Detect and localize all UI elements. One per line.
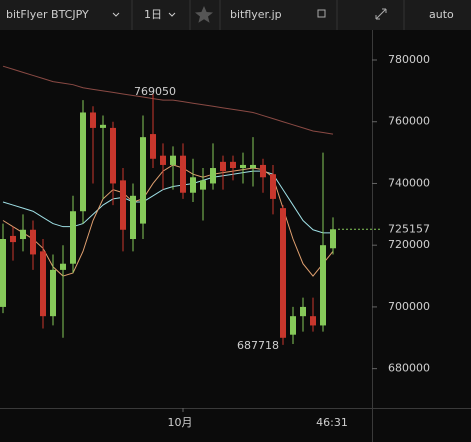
favorite-icon[interactable] (195, 6, 213, 23)
candle-body (160, 155, 166, 165)
candle-body (190, 177, 196, 193)
candle-body (10, 235, 16, 243)
candle-body (220, 161, 226, 172)
external-icon (317, 9, 326, 18)
candle-body (330, 229, 336, 249)
candle-body (310, 316, 316, 326)
symbol[interactable]: bitFlyer BTCJPY (6, 8, 89, 21)
dropdown-icon (168, 12, 176, 17)
fullscreen-icon[interactable] (375, 8, 387, 20)
candle-body (70, 211, 76, 264)
y-tick-label: 700000 (388, 300, 430, 313)
candle-body (130, 195, 136, 240)
candle-body (0, 239, 6, 307)
candle-body (170, 155, 176, 165)
y-tick-label: 780000 (388, 53, 430, 66)
moving-average (2, 164, 334, 277)
candle-body (300, 306, 306, 317)
candle-body (180, 155, 186, 193)
candle-body (80, 112, 86, 212)
candle-body (100, 124, 106, 128)
candle-body (60, 263, 66, 270)
candle-body (110, 127, 116, 184)
candle-body (280, 208, 286, 338)
candle-body (90, 112, 96, 128)
site-link[interactable]: bitflyer.jp (230, 8, 282, 21)
candle-body (270, 174, 276, 199)
candle-body (150, 134, 156, 159)
candle-body (320, 245, 326, 326)
y-tick-label: 760000 (388, 115, 430, 128)
candle-body (240, 164, 246, 169)
x-tick-label: 10月 (168, 416, 193, 429)
last-price-label: 725157 (388, 222, 430, 235)
interval[interactable]: 1日 (144, 8, 162, 21)
dropdown-icon (112, 12, 120, 17)
moving-average (2, 65, 334, 135)
y-tick-label: 740000 (388, 176, 430, 189)
candle-body (290, 316, 296, 335)
candle-body (230, 161, 236, 169)
candle-body (260, 164, 266, 178)
candle-body (50, 269, 56, 317)
candle-body (140, 137, 146, 224)
scale-mode[interactable]: auto (429, 8, 454, 21)
candle-body (210, 168, 216, 184)
moving-average (2, 170, 333, 234)
y-tick-label: 720000 (388, 238, 430, 251)
y-tick-label: 680000 (388, 362, 430, 375)
toolbar (0, 0, 471, 30)
high-label: 769050 (134, 85, 176, 98)
candle-body (120, 180, 126, 230)
candle-body (30, 229, 36, 255)
candle-body (40, 251, 46, 317)
low-label: 687718 (237, 339, 279, 352)
candle-body (250, 164, 256, 169)
candle-body (200, 180, 206, 190)
candle-body (20, 229, 26, 240)
countdown: 46:31 (316, 416, 348, 429)
